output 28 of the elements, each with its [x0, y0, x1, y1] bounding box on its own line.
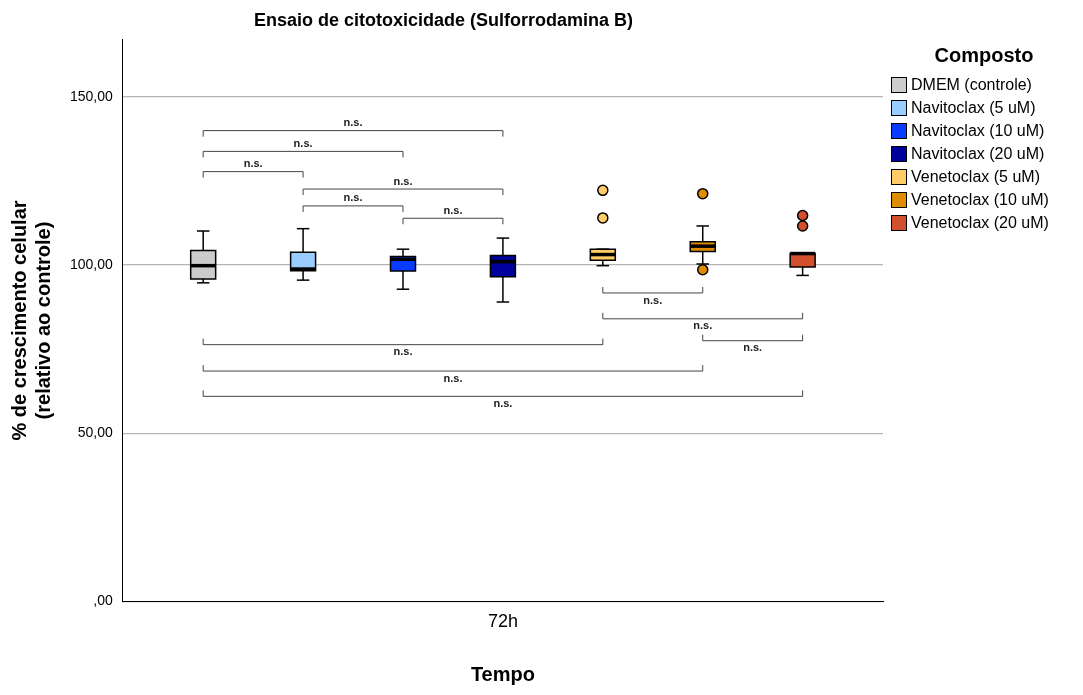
chart-title: Ensaio de citotoxicidade (Sulforrodamina B): [253, 9, 634, 30]
legend-label: Venetoclax (20 uM): [911, 213, 1049, 232]
annotation: n.s.: [343, 116, 363, 129]
annotation: n.s.: [743, 341, 763, 354]
annotation: n.s.: [693, 319, 713, 332]
annotation: n.s.: [393, 345, 413, 358]
legend-title: Composto: [933, 44, 1035, 67]
annotation: n.s.: [343, 191, 363, 204]
x-tick-label: 72h: [487, 611, 518, 632]
legend-label: DMEM (controle): [911, 75, 1032, 94]
legend-label: Venetoclax (10 uM): [911, 190, 1049, 209]
y-tick-label: ,00: [93, 592, 114, 609]
y-tick-label: 50,00: [77, 424, 114, 441]
annotation: n.s.: [643, 293, 663, 306]
annotation: n.s.: [243, 157, 263, 170]
annotation: n.s.: [493, 396, 513, 409]
legend-label: Navitoclax (5 uM): [911, 98, 1036, 117]
legend-label: Navitoclax (20 uM): [911, 144, 1045, 163]
annotation: n.s.: [393, 174, 413, 187]
y-tick-label: 100,00: [69, 255, 114, 272]
legend-label: Venetoclax (5 uM): [911, 167, 1040, 186]
annotation: n.s.: [293, 136, 313, 149]
y-tick-label: 150,00: [69, 87, 114, 104]
legend-label: Navitoclax (10 uM): [911, 121, 1045, 140]
annotation: n.s.: [443, 371, 463, 384]
annotation: n.s.: [443, 203, 463, 216]
x-axis-title: Tempo: [470, 662, 535, 685]
y-axis-title: % de crescimento celular (relativo ao controle): [7, 200, 54, 441]
